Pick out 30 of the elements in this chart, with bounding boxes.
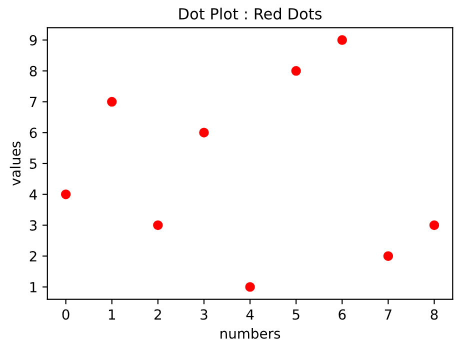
x-tick-label: 6 — [338, 309, 346, 320]
y-tick-label: 1 — [30, 282, 36, 292]
y-tick-label: 7 — [30, 96, 36, 108]
y-tick-label: 3 — [30, 220, 37, 231]
point — [199, 128, 209, 138]
point — [245, 282, 255, 292]
y-axis-title: values — [10, 142, 21, 186]
x-tick-label: 5 — [292, 309, 300, 320]
x-axis-title: numbers — [220, 328, 280, 339]
point — [337, 35, 348, 45]
point — [291, 66, 301, 76]
y-tick-label: 4 — [30, 190, 37, 200]
x-tick-label: 8 — [430, 309, 438, 320]
x-tick-label: 7 — [384, 309, 392, 320]
point — [107, 96, 117, 107]
x-tick-label: 1 — [108, 309, 116, 320]
point — [383, 251, 394, 261]
y-tick-label: 2 — [30, 251, 36, 262]
y-tick-label: 6 — [30, 128, 37, 138]
point — [153, 220, 163, 230]
x-tick-label: 0 — [62, 309, 70, 320]
point — [429, 220, 440, 230]
point — [60, 189, 71, 200]
y-tick-label: 8 — [30, 66, 37, 76]
x-tick-label: 4 — [246, 309, 254, 320]
chart-title: Dot Plot : Red Dots — [179, 8, 322, 20]
y-tick-label: 5 — [30, 158, 36, 169]
x-tick-label: 2 — [154, 309, 161, 320]
x-tick-label: 3 — [200, 309, 208, 320]
y-tick-label: 9 — [30, 34, 37, 46]
